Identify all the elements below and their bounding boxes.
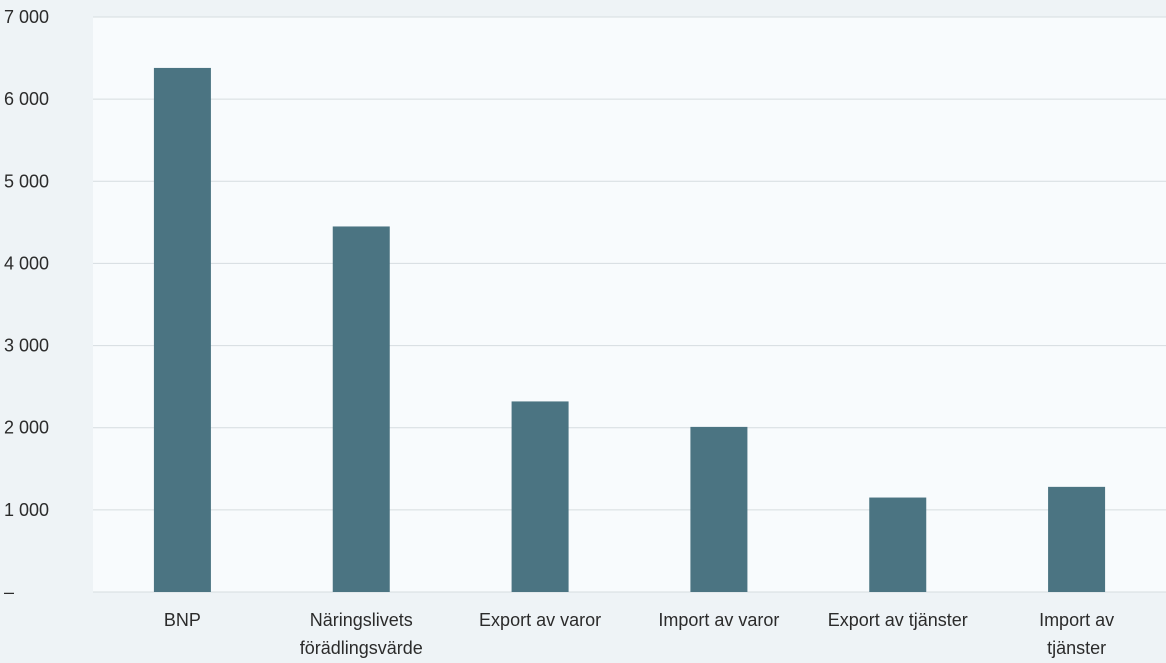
- y-tick-label: 5 000: [4, 171, 49, 191]
- y-tick-label: 7 000: [4, 7, 49, 27]
- y-axis-ticks: – 1 000 2 000 3 000 4 000 5 000 6 000 7 000: [4, 7, 49, 602]
- x-category-label: Export av tjänster: [828, 610, 968, 630]
- y-tick-label: 3 000: [4, 336, 49, 356]
- bar: [332, 226, 390, 592]
- y-tick-label: 4 000: [4, 253, 49, 273]
- x-axis-categories: BNP Näringslivets förädlingsvärde Export av…: [164, 610, 1114, 658]
- x-category-label: BNP: [164, 610, 201, 630]
- y-tick-label: 2 000: [4, 418, 49, 438]
- bar: [869, 497, 927, 592]
- y-tick-label: 6 000: [4, 89, 49, 109]
- bar: [511, 401, 569, 592]
- bars: [153, 67, 1106, 592]
- x-category-label: Export av varor: [479, 610, 601, 630]
- bar: [153, 67, 211, 592]
- bar: [690, 426, 748, 592]
- x-category-label: Import av varor: [658, 610, 779, 630]
- y-tick-label: 1 000: [4, 500, 49, 520]
- y-tick-label: –: [4, 582, 14, 602]
- plot-area: [93, 17, 1166, 592]
- bar: [1048, 486, 1106, 592]
- gridlines: [93, 16, 1166, 593]
- x-category-label: Import av tjänster: [1039, 610, 1114, 658]
- x-category-label: Näringslivets förädlingsvärde: [300, 610, 423, 658]
